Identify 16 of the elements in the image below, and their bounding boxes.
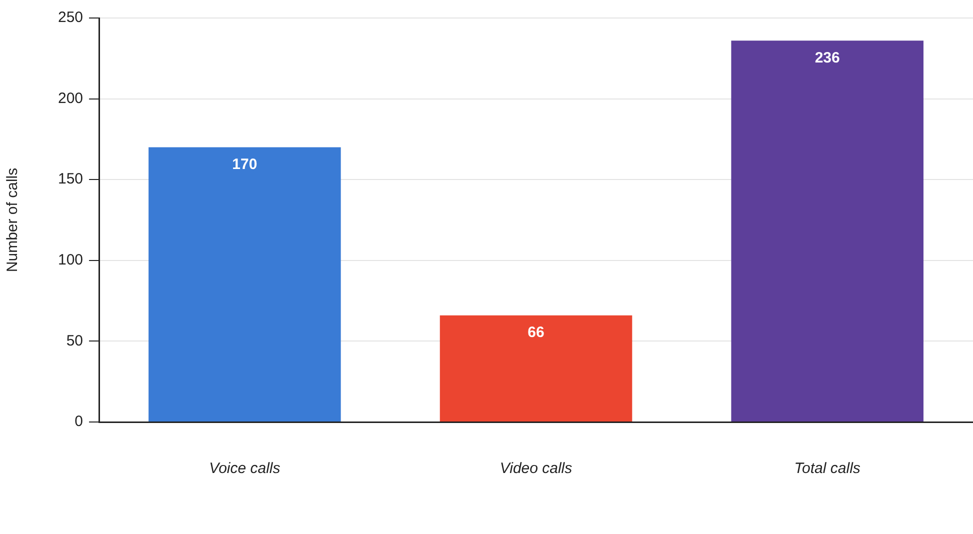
bar (440, 315, 632, 422)
y-tick-label: 150 (58, 170, 84, 188)
y-tick-label: 0 (74, 413, 84, 430)
bar (148, 147, 341, 422)
data-label: 236 (814, 49, 840, 66)
data-label: 66 (528, 324, 544, 341)
y-axis-title: Number of calls (4, 168, 22, 272)
y-tick-label: 100 (58, 252, 84, 269)
x-tick-label: Total calls (794, 460, 861, 478)
x-tick-label: Voice calls (209, 460, 281, 478)
y-tick-label: 250 (58, 9, 84, 26)
y-tick-label: 50 (66, 332, 84, 350)
x-tick-label: Video calls (500, 460, 573, 478)
bar (731, 40, 924, 422)
y-tick-label: 200 (58, 90, 84, 107)
data-label: 170 (232, 156, 258, 173)
